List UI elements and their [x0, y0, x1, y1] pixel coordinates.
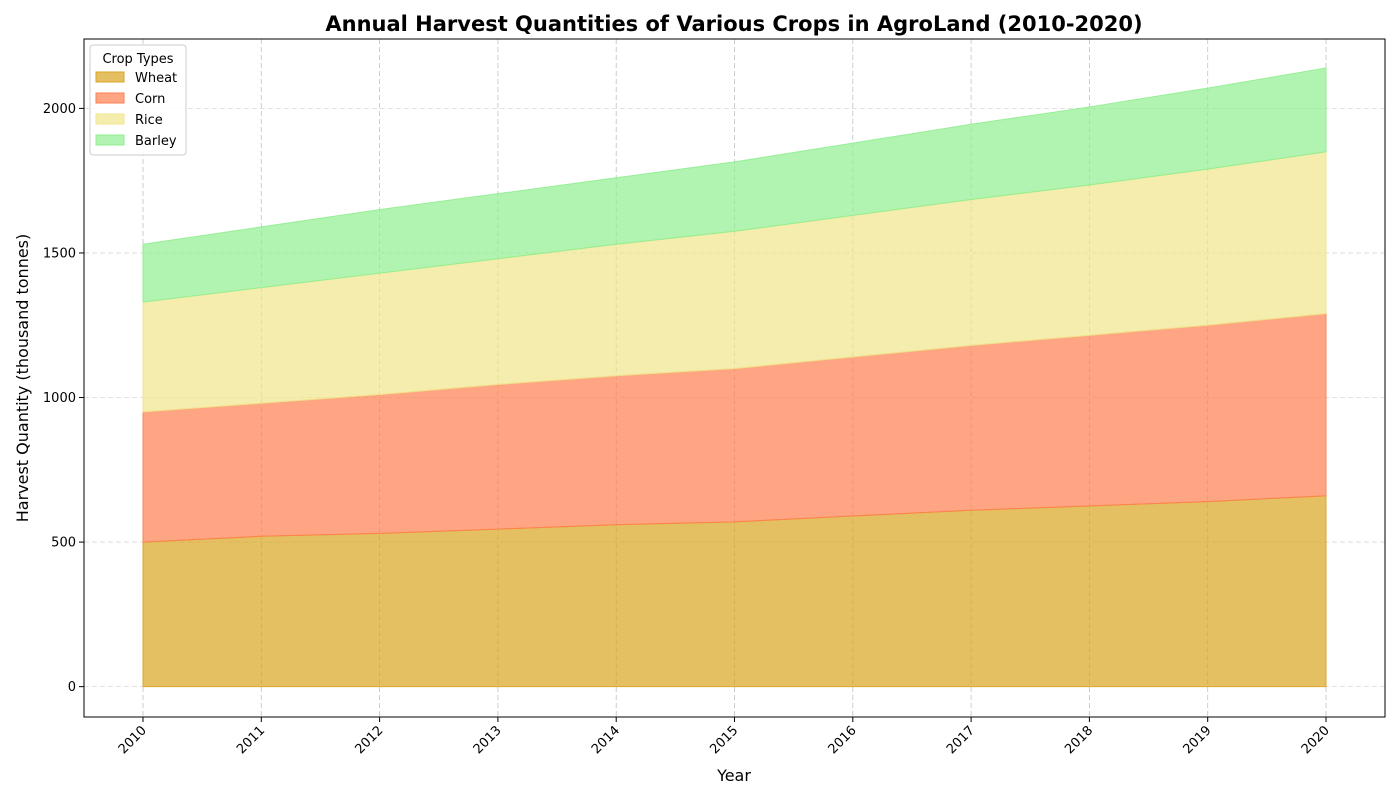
legend-label-barley: Barley — [135, 134, 177, 149]
legend-swatch-barley — [95, 134, 125, 146]
chart-title: Annual Harvest Quantities of Various Cro… — [325, 12, 1142, 36]
legend-swatch-rice — [95, 113, 125, 125]
legend-title: Crop Types — [102, 52, 173, 67]
legend-label-rice: Rice — [135, 113, 163, 128]
y-axis-label: Harvest Quantity (thousand tonnes) — [13, 234, 32, 523]
y-tick-label: 0 — [68, 680, 76, 695]
area-barley — [142, 67, 1327, 303]
legend: Crop Types Wheat Corn Rice Barley — [89, 44, 187, 156]
y-tick-label: 2000 — [43, 102, 76, 117]
plot-frame — [83, 38, 1386, 718]
y-tick-label: 1000 — [43, 391, 76, 406]
area-layer — [142, 67, 1327, 688]
legend-label-wheat: Wheat — [135, 71, 177, 86]
legend-label-corn: Corn — [135, 92, 165, 107]
legend-swatch-wheat — [95, 71, 125, 83]
legend-swatch-corn — [95, 92, 125, 104]
x-axis-label: Year — [716, 766, 751, 785]
y-tick-label: 1500 — [43, 246, 76, 261]
y-tick-label: 500 — [51, 536, 76, 551]
